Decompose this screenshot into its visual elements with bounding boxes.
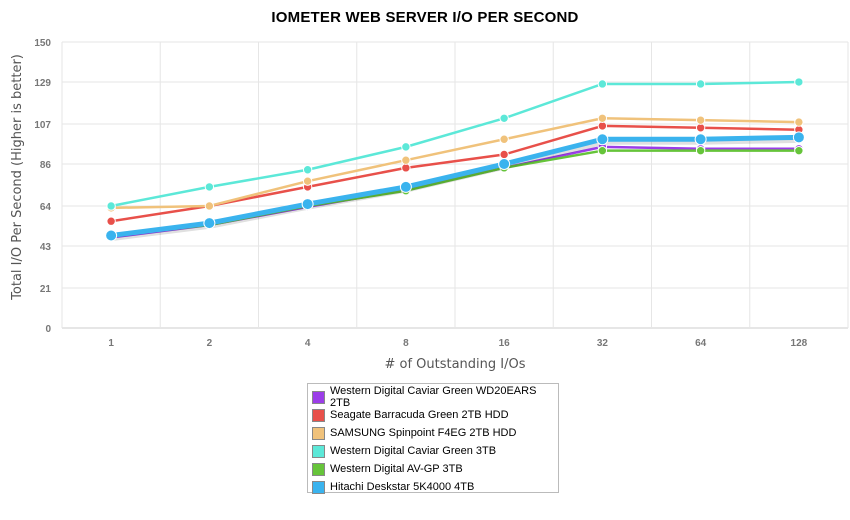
- x-axis-label: # of Outstanding I/Os: [384, 357, 525, 372]
- legend-label: Western Digital Caviar Green WD20EARS 2T…: [330, 385, 537, 409]
- x-axis-ticks: 1 2 4 8 16 32 64 128: [108, 338, 807, 349]
- data-point: [204, 182, 215, 192]
- x-tick-label: 32: [597, 338, 609, 349]
- series-line: [109, 80, 801, 208]
- data-point: [203, 217, 216, 230]
- y-tick-label: 129: [34, 78, 51, 89]
- series-3: [106, 77, 804, 211]
- x-tick-label: 1: [108, 338, 114, 349]
- data-point: [695, 79, 706, 89]
- legend-label: Hitachi Deskstar 5K4000 4TB: [330, 481, 475, 493]
- data-point: [204, 201, 215, 211]
- data-point: [301, 198, 314, 211]
- data-point: [694, 133, 707, 146]
- data-point: [794, 77, 804, 87]
- legend-swatch: [312, 462, 325, 476]
- legend-swatch: [312, 426, 325, 440]
- y-axis-label: Total I/O Per Second (Higher is better): [10, 54, 25, 301]
- data-point: [597, 79, 608, 89]
- data-point: [401, 155, 411, 165]
- data-point: [499, 134, 509, 144]
- x-tick-label: 2: [207, 338, 213, 349]
- legend-item: Western Digital AV-GP 3TB: [312, 460, 558, 478]
- legend-swatch: [312, 390, 325, 404]
- y-tick-label: 150: [34, 38, 51, 49]
- x-tick-label: 64: [695, 338, 707, 349]
- legend-item: Hitachi Deskstar 5K4000 4TB: [312, 478, 558, 496]
- legend-item: SAMSUNG Spinpoint F4EG 2TB HDD: [312, 424, 558, 442]
- x-tick-label: 8: [403, 338, 409, 349]
- legend-label: SAMSUNG Spinpoint F4EG 2TB HDD: [330, 427, 517, 439]
- data-point: [499, 149, 509, 160]
- data-point: [105, 229, 118, 242]
- y-tick-label: 64: [40, 202, 52, 213]
- data-point: [794, 117, 804, 127]
- y-axis-ticks: 0 21 43 64 86 107 129 150: [34, 38, 51, 335]
- data-point: [302, 176, 313, 186]
- series-5: [105, 131, 805, 242]
- x-tick-label: 4: [305, 338, 311, 349]
- y-tick-label: 21: [40, 284, 52, 295]
- legend: Western Digital Caviar Green WD20EARS 2T…: [307, 383, 559, 496]
- grid-lines: [61, 41, 849, 329]
- data-point: [399, 180, 412, 193]
- chart-title: IOMETER WEB SERVER I/O PER SECOND: [271, 9, 579, 26]
- legend-swatch: [312, 480, 325, 494]
- line-chart: 0 21 43 64 86 107 129 150 1 2 4 8 16 32 64 128 # of Ou…: [10, 38, 849, 372]
- series-layer: [105, 77, 805, 243]
- data-point: [106, 201, 116, 211]
- legend-label: Western Digital Caviar Green 3TB: [330, 445, 497, 457]
- data-point: [498, 158, 511, 171]
- data-point: [792, 131, 805, 144]
- legend-swatch: [312, 444, 325, 458]
- y-tick-label: 43: [40, 242, 52, 253]
- legend-label: Seagate Barracuda Green 2TB HDD: [330, 409, 509, 421]
- y-tick-label: 0: [45, 324, 51, 335]
- data-point: [499, 113, 509, 123]
- x-tick-label: 128: [791, 338, 808, 349]
- series-line: [108, 134, 802, 239]
- data-point: [106, 216, 116, 226]
- legend-item: Western Digital Caviar Green WD20EARS 2T…: [312, 385, 558, 409]
- legend-item: Seagate Barracuda Green 2TB HDD: [312, 406, 558, 424]
- data-point: [695, 145, 706, 156]
- legend-label: Western Digital AV-GP 3TB: [330, 463, 463, 475]
- x-tick-label: 16: [499, 338, 511, 349]
- data-point: [794, 145, 804, 156]
- legend-item: Western Digital Caviar Green 3TB: [312, 442, 558, 460]
- y-tick-label: 107: [34, 120, 51, 131]
- data-point: [695, 115, 706, 125]
- data-point: [597, 145, 608, 156]
- data-point: [597, 113, 608, 123]
- data-point: [596, 133, 609, 146]
- data-point: [302, 165, 313, 175]
- data-point: [401, 142, 411, 152]
- y-tick-label: 86: [40, 160, 52, 171]
- legend-swatch: [312, 408, 325, 422]
- series-line: [109, 117, 801, 210]
